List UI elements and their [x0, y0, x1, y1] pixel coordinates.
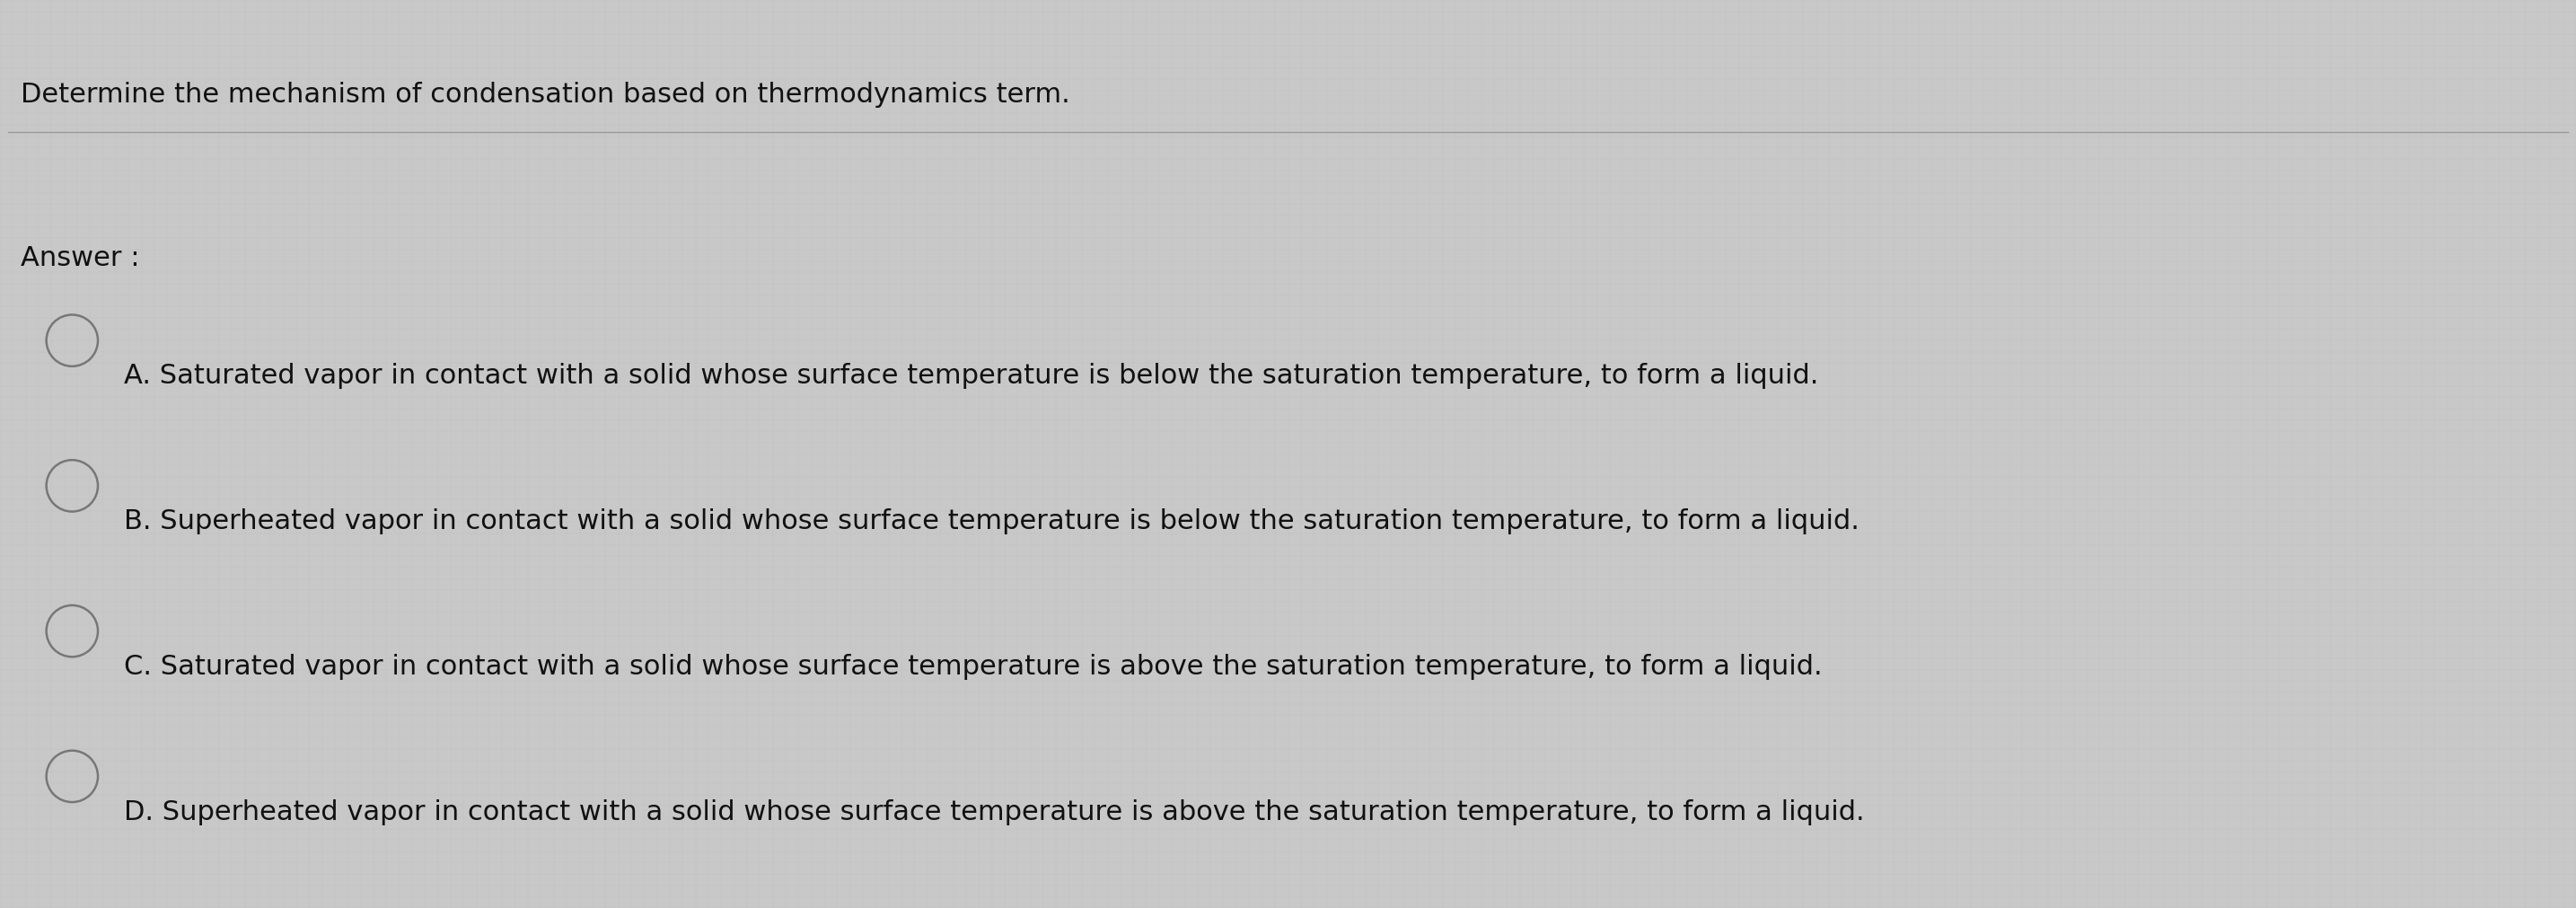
Text: Answer :: Answer :	[21, 245, 139, 271]
Text: Determine the mechanism of condensation based on thermodynamics term.: Determine the mechanism of condensation …	[21, 82, 1069, 108]
Text: D. Superheated vapor in contact with a solid whose surface temperature is above : D. Superheated vapor in contact with a s…	[124, 799, 1865, 825]
Text: B. Superheated vapor in contact with a solid whose surface temperature is below : B. Superheated vapor in contact with a s…	[124, 508, 1860, 535]
Text: C. Saturated vapor in contact with a solid whose surface temperature is above th: C. Saturated vapor in contact with a sol…	[124, 654, 1821, 680]
Text: A. Saturated vapor in contact with a solid whose surface temperature is below th: A. Saturated vapor in contact with a sol…	[124, 363, 1819, 390]
